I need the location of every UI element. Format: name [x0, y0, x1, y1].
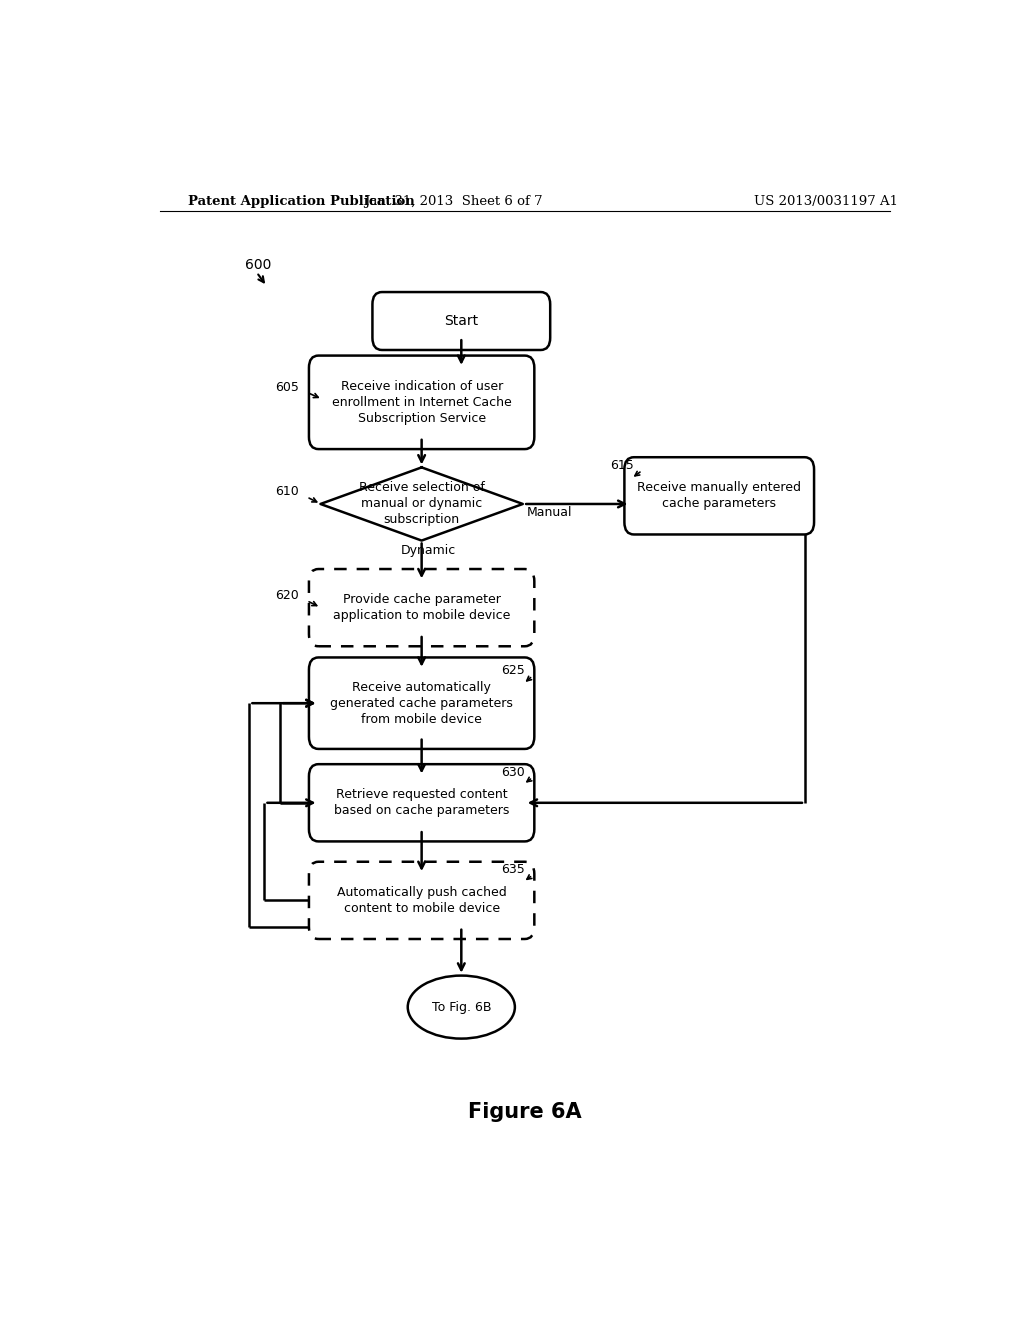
Text: Start: Start [444, 314, 478, 329]
Polygon shape [321, 467, 523, 541]
Text: Figure 6A: Figure 6A [468, 1102, 582, 1122]
Text: Receive indication of user
enrollment in Internet Cache
Subscription Service: Receive indication of user enrollment in… [332, 380, 512, 425]
FancyBboxPatch shape [309, 569, 535, 647]
Text: To Fig. 6B: To Fig. 6B [431, 1001, 492, 1014]
FancyBboxPatch shape [309, 764, 535, 841]
Text: Receive manually entered
cache parameters: Receive manually entered cache parameter… [637, 482, 801, 511]
Text: US 2013/0031197 A1: US 2013/0031197 A1 [755, 194, 898, 207]
Text: Patent Application Publication: Patent Application Publication [187, 194, 415, 207]
Text: Receive selection of
manual or dynamic
subscription: Receive selection of manual or dynamic s… [358, 482, 484, 527]
Text: 635: 635 [501, 863, 524, 876]
FancyBboxPatch shape [309, 862, 535, 939]
Text: 600: 600 [246, 259, 271, 272]
FancyBboxPatch shape [373, 292, 550, 350]
FancyBboxPatch shape [309, 657, 535, 748]
Text: 615: 615 [610, 459, 634, 471]
FancyBboxPatch shape [625, 457, 814, 535]
Text: Receive automatically
generated cache parameters
from mobile device: Receive automatically generated cache pa… [330, 681, 513, 726]
Text: 605: 605 [274, 380, 299, 393]
Text: Retrieve requested content
based on cache parameters: Retrieve requested content based on cach… [334, 788, 509, 817]
FancyBboxPatch shape [309, 355, 535, 449]
Text: 610: 610 [274, 486, 299, 498]
Text: Provide cache parameter
application to mobile device: Provide cache parameter application to m… [333, 593, 510, 622]
Text: 630: 630 [501, 766, 524, 779]
Text: Dynamic: Dynamic [400, 544, 456, 557]
Text: Manual: Manual [527, 506, 572, 519]
Text: Automatically push cached
content to mobile device: Automatically push cached content to mob… [337, 886, 507, 915]
Text: 625: 625 [501, 664, 524, 677]
Text: 620: 620 [274, 589, 299, 602]
Text: Jan. 31, 2013  Sheet 6 of 7: Jan. 31, 2013 Sheet 6 of 7 [365, 194, 543, 207]
Ellipse shape [408, 975, 515, 1039]
